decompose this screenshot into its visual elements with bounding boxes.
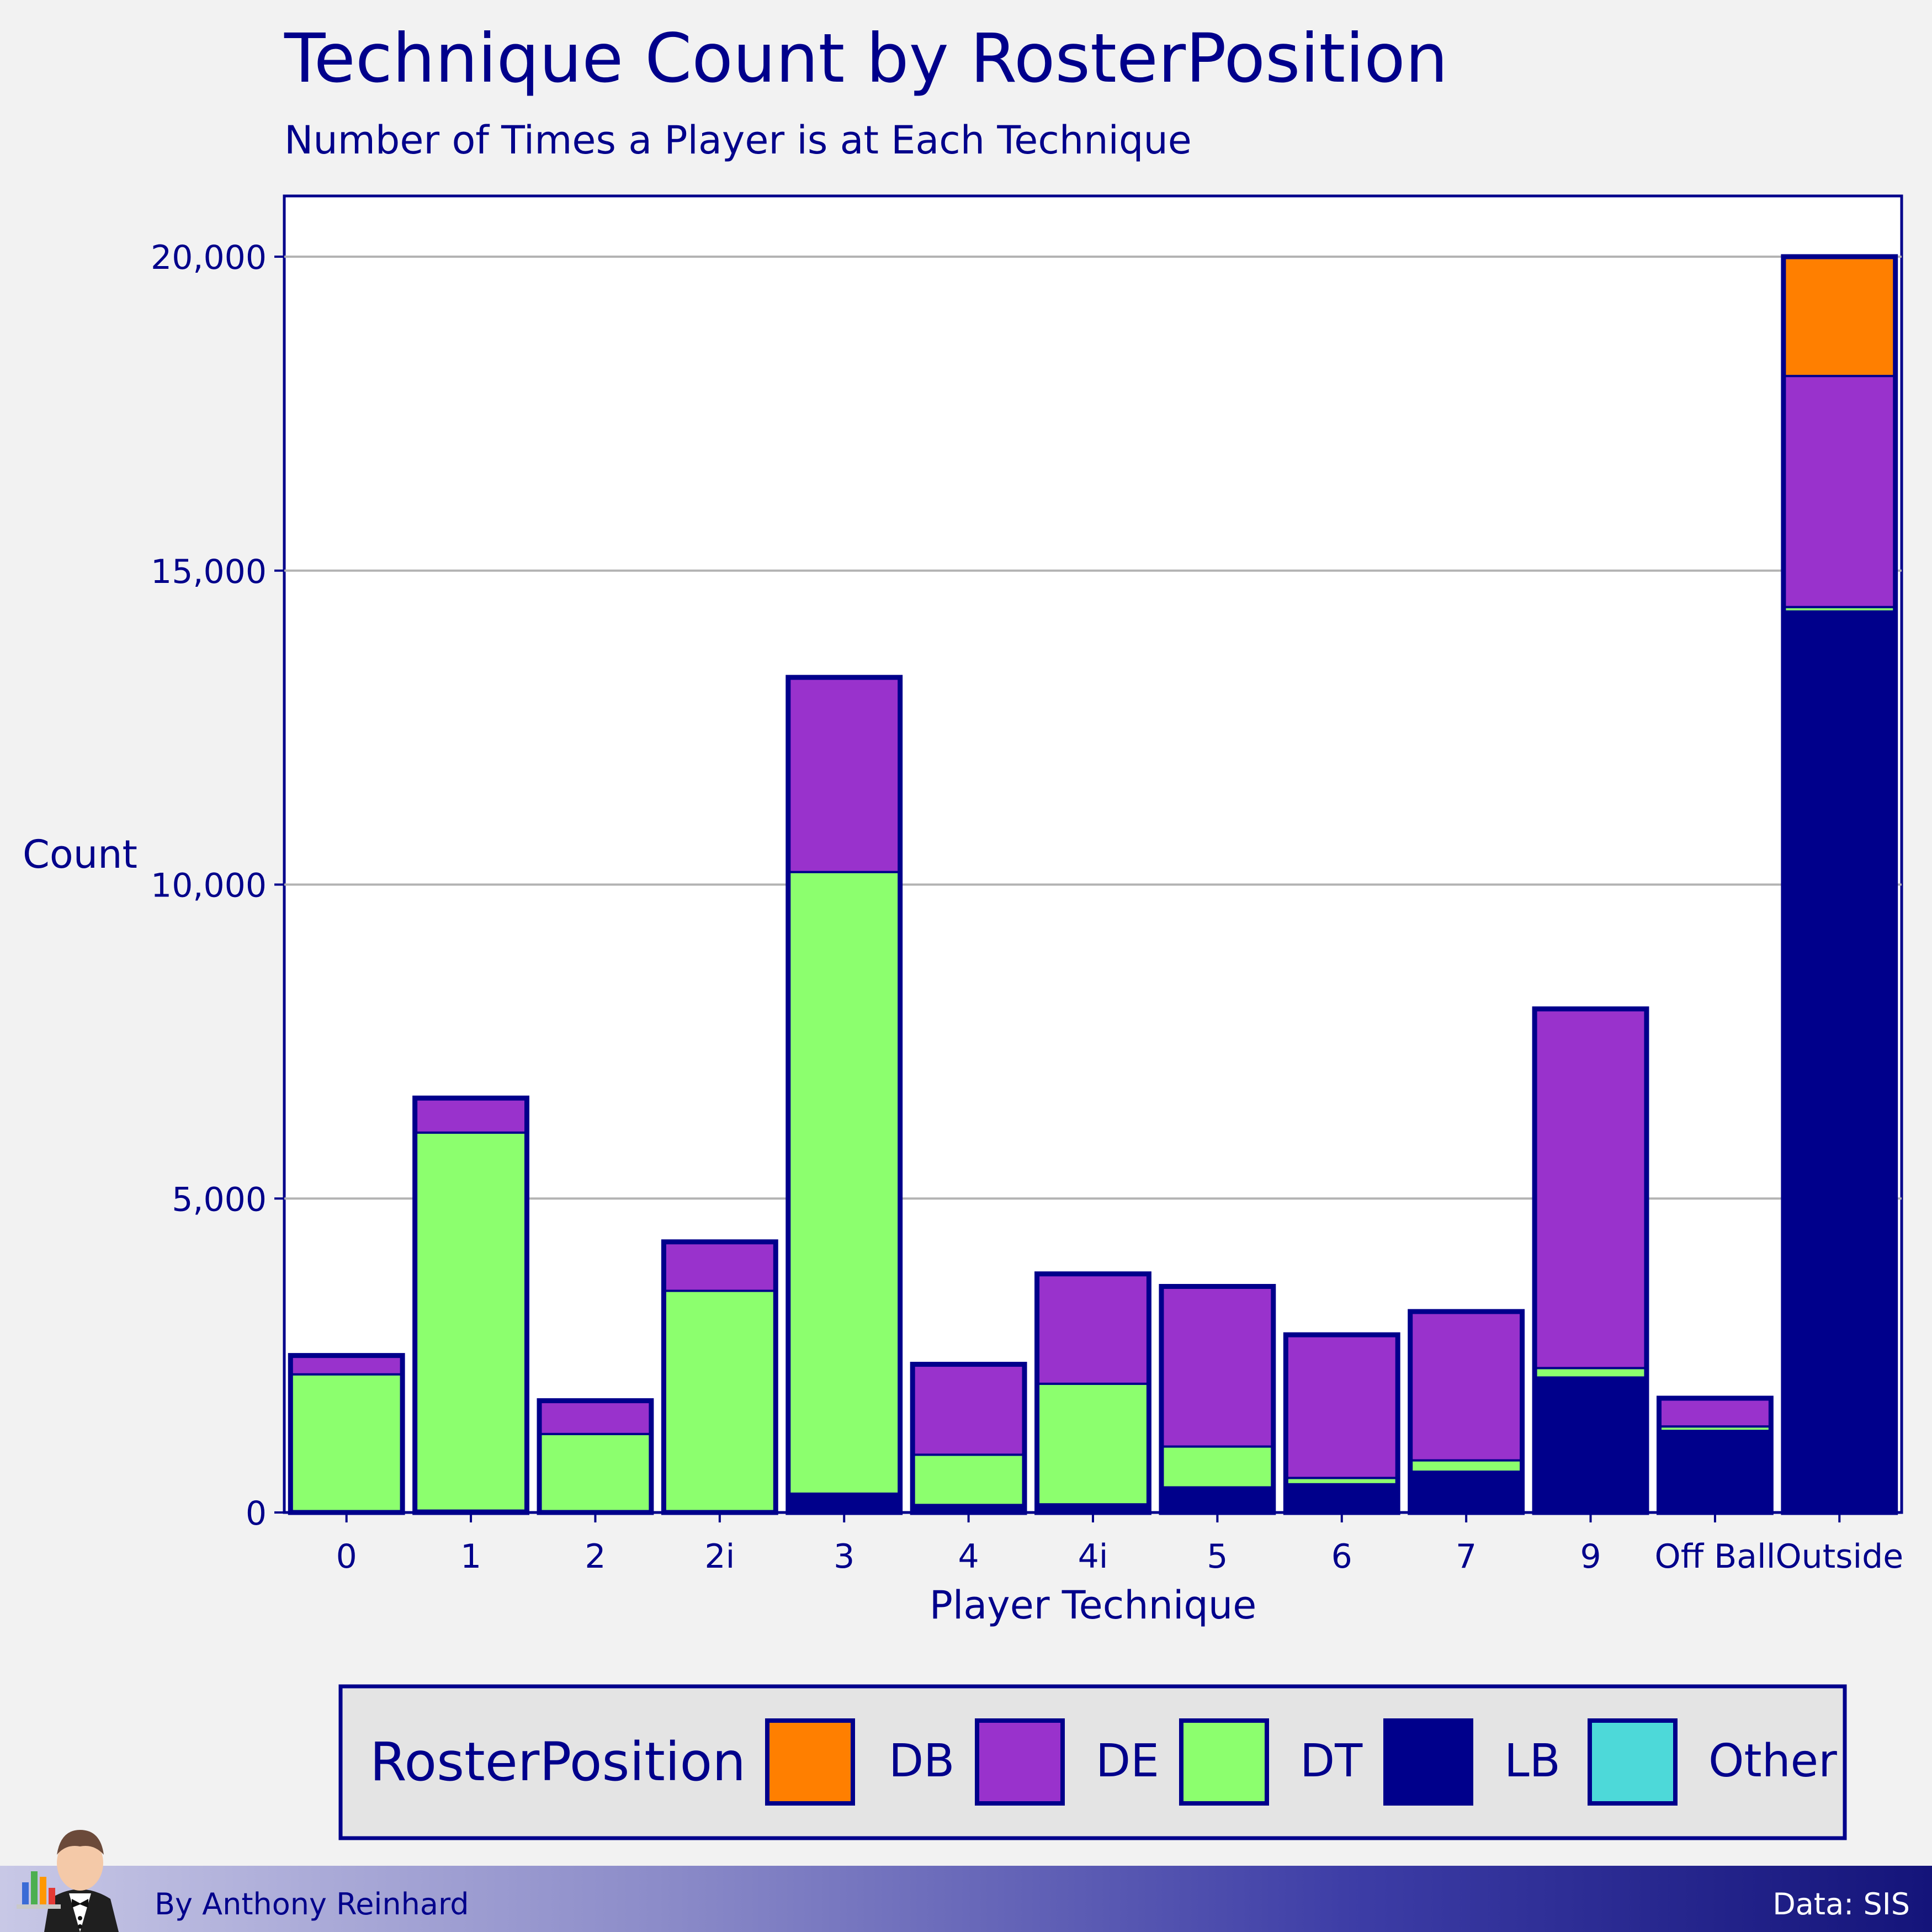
legend-swatch-dt [1179, 1718, 1269, 1806]
axes: 0 5,000 10,000 15,000 20,000 0 1 2 2i 3 4 4i 5 6 7 9 Off… [151, 238, 1903, 1576]
bar-segment-de [1409, 1310, 1524, 1462]
bar-segment-de [1782, 375, 1897, 608]
y-tick-label: 20,000 [151, 238, 267, 277]
x-tick-label: 2 [585, 1537, 606, 1576]
bar-segment-de [1658, 1397, 1772, 1428]
bar-segment-lb [1533, 1376, 1648, 1514]
bar-segment-dt [1533, 1367, 1648, 1379]
legend-label-lb: LB [1504, 1735, 1561, 1787]
bars [288, 254, 1898, 1515]
bar-segment-lb [1658, 1430, 1772, 1514]
x-tick-label: 9 [1580, 1537, 1601, 1576]
x-tick-label: Off Ball [1654, 1537, 1775, 1576]
bar-segment-dt [1160, 1445, 1275, 1489]
x-tick-label: 4 [958, 1537, 979, 1576]
footer-author: By Anthony Reinhard [155, 1887, 469, 1922]
x-axis-label: Player Technique [930, 1583, 1257, 1628]
bar-segment-de [289, 1354, 404, 1376]
waiter-logo-icon [17, 1830, 119, 1932]
legend-label-dt: DT [1300, 1735, 1363, 1787]
bar-segment-lb [1409, 1471, 1524, 1514]
y-tick-label: 0 [246, 1494, 267, 1533]
bar-segment-dt [289, 1373, 404, 1512]
x-tick-label: 6 [1331, 1537, 1352, 1576]
y-tick-label: 10,000 [151, 867, 267, 905]
x-tick-label: 3 [834, 1537, 854, 1576]
bar-segment-de [911, 1363, 1026, 1456]
bar-segment-lb [787, 1492, 901, 1514]
bar-segment-dt [1036, 1382, 1150, 1506]
bar-segment-de [787, 676, 901, 873]
bar-segment-de [413, 1097, 528, 1134]
bar-segment-lb [1782, 610, 1897, 1514]
bar-segment-de [538, 1399, 652, 1435]
bar-segment-de [1036, 1272, 1150, 1385]
bar-segment-de [1533, 1007, 1648, 1370]
legend-swatch-lb [1383, 1718, 1473, 1806]
legend: RosterPosition DB DE DT LB Other [338, 1684, 1847, 1840]
chart-title: Technique Count by RosterPosition [284, 19, 1448, 98]
footer-source: Data: SIS [1772, 1887, 1910, 1922]
x-tick-label: Outside [1775, 1537, 1903, 1576]
x-tick-label: 7 [1456, 1537, 1477, 1576]
chart-subtitle: Number of Times a Player is at Each Tech… [284, 118, 1192, 163]
bar-segment-dt [787, 871, 901, 1495]
legend-label-other: Other [1708, 1735, 1837, 1787]
bar-segment-lb [1160, 1486, 1275, 1514]
bar-segment-de [1285, 1334, 1399, 1479]
bar-segment-dt [911, 1453, 1026, 1506]
x-tick-label: 4i [1078, 1537, 1108, 1576]
bar-segment-de [1160, 1285, 1275, 1448]
bar-segment-de [662, 1240, 777, 1292]
legend-swatch-other [1588, 1718, 1678, 1806]
x-tick-label: 1 [460, 1537, 481, 1576]
y-tick-label: 15,000 [151, 553, 267, 591]
footer-bar [0, 1866, 1932, 1932]
bar-segment-dt [413, 1131, 528, 1512]
x-tick-label: 2i [704, 1537, 735, 1576]
legend-swatch-de [975, 1718, 1065, 1806]
bar-segment-lb [1285, 1483, 1399, 1514]
bar-segment-dt [538, 1432, 652, 1512]
x-tick-label: 5 [1207, 1537, 1228, 1576]
bar-segment-dt [1409, 1459, 1524, 1473]
legend-swatch-db [765, 1718, 855, 1806]
y-tick-label: 5,000 [172, 1180, 267, 1219]
legend-label-db: DB [889, 1735, 954, 1787]
y-axis-label: Count [23, 832, 137, 877]
bar-segment-db [1782, 256, 1897, 378]
legend-title: RosterPosition [370, 1731, 746, 1793]
x-tick-label: 0 [336, 1537, 357, 1576]
bar-segment-dt [662, 1289, 777, 1512]
legend-label-de: DE [1096, 1735, 1159, 1787]
